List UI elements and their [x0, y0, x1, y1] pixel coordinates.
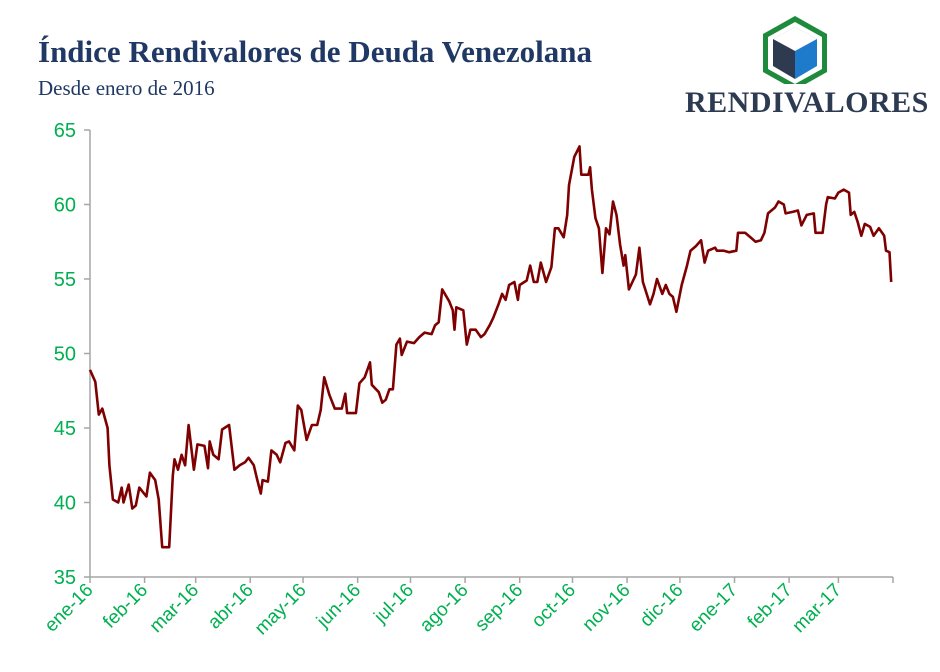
x-tick-label: feb-16 — [99, 580, 152, 633]
x-tick-label: abr-16 — [204, 580, 258, 634]
y-tick-label: 45 — [54, 418, 76, 440]
y-tick-label: 60 — [54, 195, 76, 217]
y-tick-label: 55 — [54, 269, 76, 291]
x-tick-label: ene-17 — [685, 580, 742, 637]
chart-subtitle: Desde enero de 2016 — [38, 76, 215, 100]
x-tick-label: oct-16 — [528, 580, 580, 632]
x-tick-label: sep-16 — [471, 580, 527, 636]
cube-logo-icon — [763, 16, 827, 90]
chart-title: Índice Rendivalores de Deuda Venezolana — [38, 34, 593, 69]
x-tick-label: feb-17 — [744, 580, 797, 633]
x-tick-label: mar-16 — [146, 580, 203, 637]
y-tick-label: 35 — [54, 567, 76, 589]
series-line — [88, 145, 893, 549]
x-tick-label: mar-17 — [789, 580, 846, 637]
y-tick-label: 50 — [54, 344, 76, 366]
y-tick-label: 65 — [54, 120, 76, 142]
x-tick-label: jul-16 — [370, 580, 418, 628]
y-tick-label: 40 — [54, 493, 76, 515]
x-tick-label: dic-16 — [636, 580, 687, 631]
logo-text: RENDIVALORES — [685, 86, 929, 119]
x-tick-label: jun-16 — [312, 580, 365, 633]
rendivalores-logo: RENDIVALORES — [680, 14, 928, 124]
x-tick-label: ago-16 — [416, 580, 473, 637]
x-tick-label: nov-16 — [579, 580, 635, 636]
x-tick-label: may-16 — [251, 580, 311, 640]
